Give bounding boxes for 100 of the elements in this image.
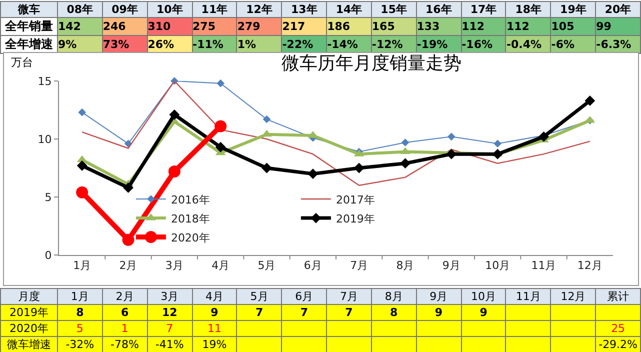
x-tick-label: 13年 [282,2,327,18]
y-tick-label: 2020年 [0,320,58,336]
x-tick-label: 11年 [192,2,237,18]
data-label: 8 [58,304,102,320]
data-label: -22% [282,36,327,54]
point [169,109,180,120]
x-tick-label: 18年 [506,2,551,18]
data-label: 9 [416,304,462,320]
data-label: 9 [461,304,506,320]
data-label: -11% [192,36,237,54]
point [123,182,134,193]
data-label: -78% [102,336,148,352]
x-tick-label: 1月 [73,259,92,272]
data-label: 7 [147,320,192,336]
point [78,108,86,116]
x-tick-label: 20年 [596,2,640,18]
y-tick-label: 0 [44,248,52,262]
data-label: 142 [58,18,102,36]
data-label: 12 [147,304,192,320]
data-label: 9 [192,304,237,320]
x-tick-label: 6月 [282,288,327,304]
data-label: 165 [371,18,416,36]
point [262,130,272,137]
x-tick-label: 3月 [147,288,192,304]
point [214,120,227,132]
data-label: 1 [102,320,148,336]
data-label: 7 [236,304,282,320]
y-tick-label: 15 [38,74,52,88]
point [401,138,410,146]
data-label: 73% [102,36,148,54]
x-tick-label: 16年 [416,2,462,18]
x-tick-label: 12月 [550,288,596,304]
x-tick-label: 15年 [371,2,416,18]
data-label: 105 [550,18,596,36]
data-label: 310 [147,18,192,36]
x-tick-label: 09年 [102,2,148,18]
data-label: 112 [461,18,506,36]
x-tick-label: 2月 [102,288,148,304]
data-label: 6 [102,304,148,320]
legend-label: 2017年 [336,193,375,206]
data-label: 9% [58,36,102,54]
legend-label: 2020年 [170,231,210,244]
y-tick-label: 10 [38,132,52,146]
y-tick-label: 5 [44,190,52,204]
x-tick-label: 10月 [485,259,510,272]
x-tick-label: 1月 [58,288,102,304]
data-label: 133 [416,18,462,36]
legend-label: 2019年 [336,212,375,226]
point [262,162,272,174]
x-tick-label: 08年 [58,2,102,18]
x-tick-label: 4月 [192,288,237,304]
y-axis-title: 微车 [0,2,58,18]
y-axis-title: 万台 [11,56,33,69]
point [354,162,364,174]
data-label: 8 [371,304,416,320]
data-label: 7 [282,304,327,320]
x-tick-label: 5月 [236,288,282,304]
point [76,186,88,198]
x-tick-label: 8月 [371,288,416,304]
data-label: -0.4% [506,36,551,54]
x-tick-label: 累计 [596,288,640,304]
data-label: 279 [236,18,282,36]
legend-label: 2018年 [170,212,210,226]
x-tick-label: 19年 [550,2,596,18]
x-tick-label: 7月 [326,288,372,304]
data-label: 25 [596,320,640,336]
data-label: 217 [282,18,327,36]
point [168,165,180,178]
point [494,140,502,148]
x-tick-label: 11月 [506,288,551,304]
data-label: 19% [192,336,237,352]
data-label: -41% [147,336,192,352]
x-tick-label: 8月 [396,259,414,272]
x-tick-label: 6月 [304,259,322,272]
data-label: -19% [416,36,462,54]
point [400,147,410,154]
y-axis-title: 月度 [0,288,58,304]
x-tick-label: 5月 [258,259,276,272]
point [584,96,596,106]
legend-label: 2016年 [170,193,210,206]
y-tick-label: 2019年 [0,304,58,320]
y-tick-label: 全年销量 [0,18,58,36]
data-label: -6% [550,36,596,54]
x-tick-label: 9月 [416,288,462,304]
point [448,132,456,141]
data-label: -6.3% [596,36,640,54]
y-tick-label: 微车增速 [0,336,58,352]
x-tick-label: 12月 [577,259,602,272]
data-label: 186 [326,18,372,36]
point [446,148,457,160]
point [124,140,132,148]
point [538,131,549,142]
data-label: -32% [58,336,102,352]
data-label: 246 [102,18,148,36]
data-label: 7 [326,304,372,320]
x-tick-label: 10月 [461,288,506,304]
point [216,79,224,88]
data-label: -29.2% [596,336,640,352]
data-label: -12% [371,36,416,54]
point [308,168,318,179]
